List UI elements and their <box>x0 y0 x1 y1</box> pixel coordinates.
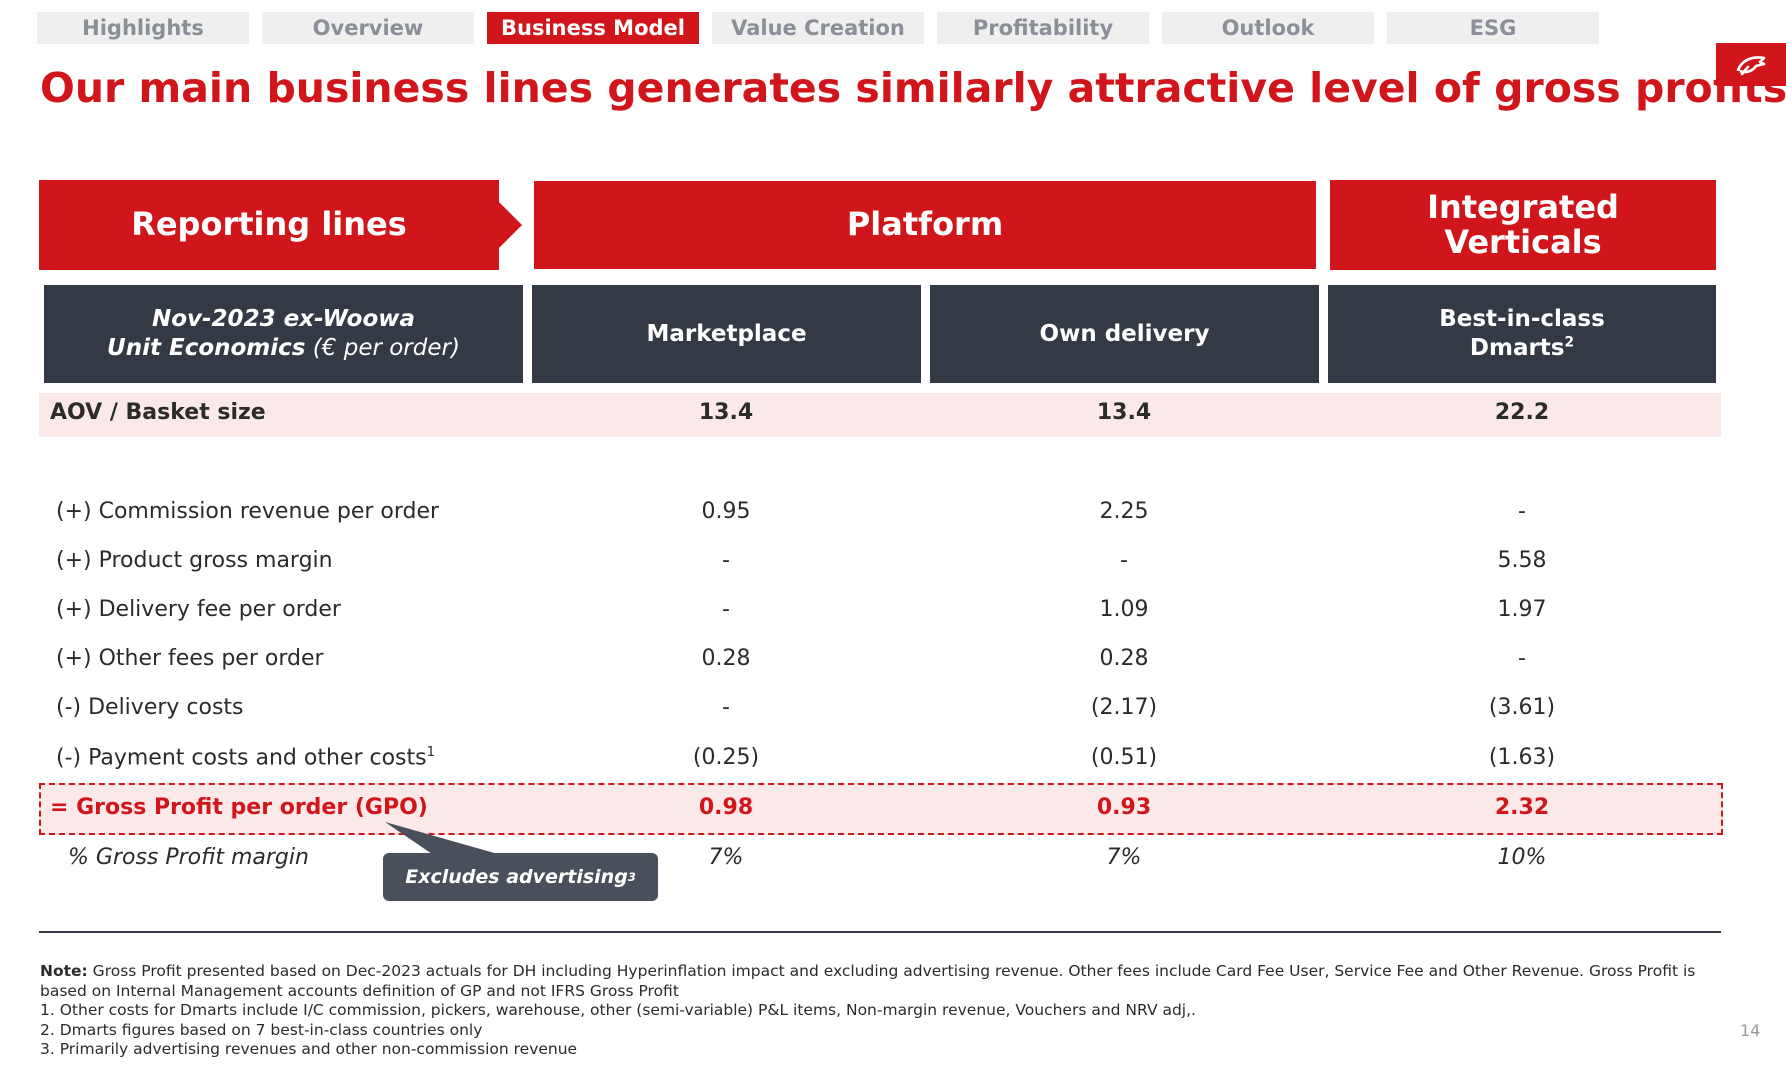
footnote-3: 3. Primarily advertising revenues and ot… <box>40 1040 578 1058</box>
row-other-fees-marketplace: 0.28 <box>701 646 751 671</box>
nav-tab-esg[interactable]: ESG <box>1387 12 1599 44</box>
aov-label: AOV / Basket size <box>50 400 266 425</box>
dmarts-line2: Dmarts2 <box>1439 334 1605 363</box>
row-other-fees-own-delivery: 0.28 <box>1099 646 1149 671</box>
row-delivery-fee-label: (+) Delivery fee per order <box>56 597 341 622</box>
row-delivery-costs-own-delivery: (2.17) <box>1090 695 1158 720</box>
row-commission-dmarts: - <box>1518 499 1526 524</box>
row-commission-own-delivery: 2.25 <box>1099 499 1149 524</box>
integrated-verticals-label: Integrated Verticals <box>1427 187 1619 261</box>
aov-dmarts: 22.2 <box>1494 400 1550 425</box>
footnote-1: 1. Other costs for Dmarts include I/C co… <box>40 1001 1196 1019</box>
row-delivery-costs-label: (-) Delivery costs <box>56 695 244 720</box>
margin-marketplace: 7% <box>708 845 744 870</box>
gpo-row <box>39 783 1723 835</box>
nav-tab-highlights[interactable]: Highlights <box>37 12 249 44</box>
callout-pointer <box>385 822 505 856</box>
dmarts-label: Dmarts <box>1469 335 1565 361</box>
callout-text: Excludes advertising <box>405 866 628 888</box>
excludes-advertising-callout: Excludes advertising 3 <box>383 853 658 901</box>
note-label: Note: <box>40 962 88 980</box>
note-line-2: based on Internal Management accounts de… <box>40 981 679 1000</box>
row-delivery-costs-marketplace: - <box>722 695 730 720</box>
margin-dmarts: 10% <box>1497 845 1547 870</box>
row-delivery-fee-marketplace: - <box>722 597 730 622</box>
note-line-1: Note: Gross Profit presented based on De… <box>40 962 1695 982</box>
aov-row <box>39 393 1721 437</box>
row-commission-label: (+) Commission revenue per order <box>56 499 440 524</box>
footnote-3-marker: 3 <box>627 870 636 884</box>
notes-divider <box>39 931 1721 933</box>
row-payment-costs-marketplace: (0.25) <box>692 745 760 770</box>
page-number: 14 <box>1740 1021 1761 1040</box>
row-payment-costs-label: (-) Payment costs and other costs1 <box>56 745 435 770</box>
aov-own-delivery: 13.4 <box>1096 400 1152 425</box>
brand-logo <box>1716 43 1786 86</box>
footnote-2: 2. Dmarts figures based on 7 best-in-cla… <box>40 1020 483 1039</box>
row-product-margin-label: (+) Product gross margin <box>56 548 333 573</box>
nav-tab-business-model[interactable]: Business Model <box>487 12 699 44</box>
subheader-unit: (€ per order) <box>305 335 460 361</box>
nav-tab-outlook[interactable]: Outlook <box>1162 12 1374 44</box>
gpo-marketplace: 0.98 <box>698 795 754 820</box>
header-platform: Platform <box>534 181 1316 269</box>
dmarts-line1: Best-in-class <box>1439 306 1605 333</box>
row-product-margin-marketplace: - <box>722 548 730 573</box>
margin-own-delivery: 7% <box>1106 845 1142 870</box>
gpo-own-delivery: 0.93 <box>1096 795 1152 820</box>
row-delivery-costs-dmarts: (3.61) <box>1488 695 1556 720</box>
subheader-unit-line: Unit Economics (€ per order) <box>107 334 460 363</box>
nav-tab-value-creation[interactable]: Value Creation <box>712 12 924 44</box>
nav-tab-profitability[interactable]: Profitability <box>937 12 1149 44</box>
gpo-dmarts: 2.32 <box>1494 795 1550 820</box>
page-title: Our main business lines generates simila… <box>40 64 1786 112</box>
footnote-2-marker: 2 <box>1564 334 1575 351</box>
row-commission-marketplace: 0.95 <box>701 499 751 524</box>
footnote-1-marker: 1 <box>426 745 435 760</box>
subheader-unit-economics: Nov-2023 ex-Woowa Unit Economics (€ per … <box>44 285 523 383</box>
header-integrated-verticals: Integrated Verticals <box>1330 180 1716 270</box>
note-text-1: Gross Profit presented based on Dec-2023… <box>87 962 1696 980</box>
row-delivery-fee-dmarts: 1.97 <box>1497 597 1547 622</box>
header-reporting-lines: Reporting lines <box>39 180 499 270</box>
row-payment-costs-dmarts: (1.63) <box>1488 745 1556 770</box>
delivery-hero-logo-icon <box>1736 55 1766 75</box>
subheader-marketplace: Marketplace <box>532 285 921 383</box>
row-other-fees-label: (+) Other fees per order <box>56 646 324 671</box>
gpo-label: = Gross Profit per order (GPO) <box>50 795 428 820</box>
row-delivery-fee-own-delivery: 1.09 <box>1099 597 1149 622</box>
payment-costs-text: (-) Payment costs and other costs <box>56 745 427 771</box>
row-product-margin-own-delivery: - <box>1120 548 1128 573</box>
subheader-own-delivery: Own delivery <box>930 285 1319 383</box>
row-payment-costs-own-delivery: (0.51) <box>1090 745 1158 770</box>
row-other-fees-dmarts: - <box>1518 646 1526 671</box>
footnotes: Note: Gross Profit presented based on De… <box>40 962 1695 1060</box>
subheader-dmarts: Best-in-class Dmarts2 <box>1328 285 1716 383</box>
subheader-period: Nov-2023 ex-Woowa <box>151 306 416 333</box>
margin-label: % Gross Profit margin <box>68 845 309 870</box>
subheader-unit-economics-label: Unit Economics <box>107 335 306 361</box>
aov-marketplace: 13.4 <box>698 400 754 425</box>
row-product-margin-dmarts: 5.58 <box>1497 548 1547 573</box>
nav-tab-overview[interactable]: Overview <box>262 12 474 44</box>
